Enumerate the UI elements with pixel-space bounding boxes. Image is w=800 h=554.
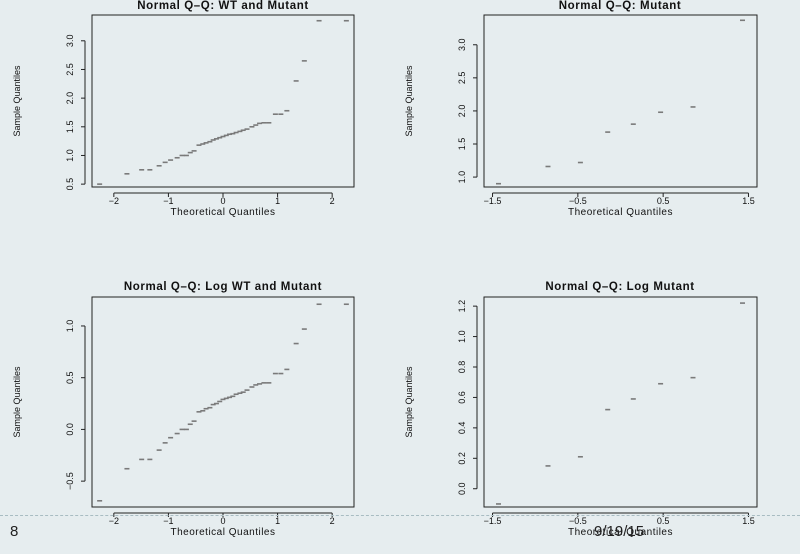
x-axis-label: Theoretical Quantiles xyxy=(568,527,673,538)
y-axis-label: Sample Quantiles xyxy=(12,366,22,438)
y-tick-label: 1.0 xyxy=(457,171,467,184)
qq-plot-log-wt-and-mutant: Normal Q–Q: Log WT and Mutant −2 −1 0 1 2 −0.5… xyxy=(12,281,355,538)
x-tick-label: −0.5 xyxy=(569,516,587,526)
y-tick-label: 0.5 xyxy=(65,178,75,191)
y-tick-label: 2.5 xyxy=(65,63,75,76)
y-tick-label: 0.4 xyxy=(457,422,467,435)
y-axis-label: Sample Quantiles xyxy=(12,65,22,137)
x-tick-label: 2 xyxy=(330,516,335,526)
plot-title: Normal Q–Q: Log Mutant xyxy=(545,281,694,293)
x-tick-label: 2 xyxy=(330,196,335,206)
y-axis-label: Sample Quantiles xyxy=(404,366,414,438)
y-tick-label: 0.0 xyxy=(65,423,75,436)
y-tick-label: 1.2 xyxy=(457,300,467,313)
y-tick-label: 3.0 xyxy=(457,39,467,52)
y-tick-label: 1.0 xyxy=(457,330,467,343)
y-tick-label: 0.8 xyxy=(457,361,467,374)
plot-title: Normal Q–Q: WT and Mutant xyxy=(137,0,309,12)
x-tick-label: 0 xyxy=(220,516,225,526)
y-tick-label: 2.5 xyxy=(457,72,467,85)
x-tick-label: −0.5 xyxy=(569,196,587,206)
y-tick-label: 0.6 xyxy=(457,391,467,404)
x-tick-label: −1.5 xyxy=(484,516,502,526)
x-tick-label: −2 xyxy=(109,516,119,526)
y-tick-label: 1.0 xyxy=(65,320,75,333)
x-tick-label: 1.5 xyxy=(742,516,755,526)
qq-plot-wt-and-mutant: Normal Q–Q: WT and Mutant −2 −1 0 1 2 0.5 1.0 1.… xyxy=(12,0,355,218)
plot-frame xyxy=(483,296,758,508)
x-tick-label: 0.5 xyxy=(657,196,670,206)
x-tick-label: −1 xyxy=(163,196,173,206)
y-tick-label: 0.5 xyxy=(65,371,75,384)
x-axis-label: Theoretical Quantiles xyxy=(171,207,276,218)
qq-plot-mutant: Normal Q–Q: Mutant −1.5 −0.5 0.5 1.5 1.0 1.5 2.… xyxy=(404,0,758,218)
x-axis-label: Theoretical Quantiles xyxy=(171,527,276,538)
x-tick-label: 0.5 xyxy=(657,516,670,526)
y-tick-label: 2.0 xyxy=(65,92,75,105)
y-tick-label: −0.5 xyxy=(65,472,75,490)
y-tick-label: 1.5 xyxy=(457,138,467,151)
y-tick-label: 1.0 xyxy=(65,149,75,162)
plot-frame xyxy=(483,14,758,188)
plot-title: Normal Q–Q: Mutant xyxy=(559,0,682,12)
y-tick-label: 0.0 xyxy=(457,482,467,495)
x-tick-label: 1 xyxy=(275,196,280,206)
x-tick-label: 0 xyxy=(220,196,225,206)
qq-plot-log-mutant: Normal Q–Q: Log Mutant −1.5 −0.5 0.5 1.5 0.0 0… xyxy=(404,281,758,538)
y-tick-label: 1.5 xyxy=(65,121,75,134)
footer-divider xyxy=(0,515,800,516)
slide-date: 9/19/15 xyxy=(594,523,645,540)
x-tick-label: 1 xyxy=(275,516,280,526)
slide-number: 8 xyxy=(10,523,19,540)
y-tick-label: 2.0 xyxy=(457,105,467,118)
y-tick-label: 0.2 xyxy=(457,452,467,465)
plot-title: Normal Q–Q: Log WT and Mutant xyxy=(124,281,322,293)
plot-frame xyxy=(91,14,355,188)
plot-frame xyxy=(91,296,355,508)
y-axis-label: Sample Quantiles xyxy=(404,65,414,137)
x-tick-label: −1.5 xyxy=(484,196,502,206)
x-axis-label: Theoretical Quantiles xyxy=(568,207,673,218)
x-tick-label: 1.5 xyxy=(742,196,755,206)
x-tick-label: −2 xyxy=(109,196,119,206)
y-tick-label: 3.0 xyxy=(65,35,75,48)
x-tick-label: −1 xyxy=(163,516,173,526)
